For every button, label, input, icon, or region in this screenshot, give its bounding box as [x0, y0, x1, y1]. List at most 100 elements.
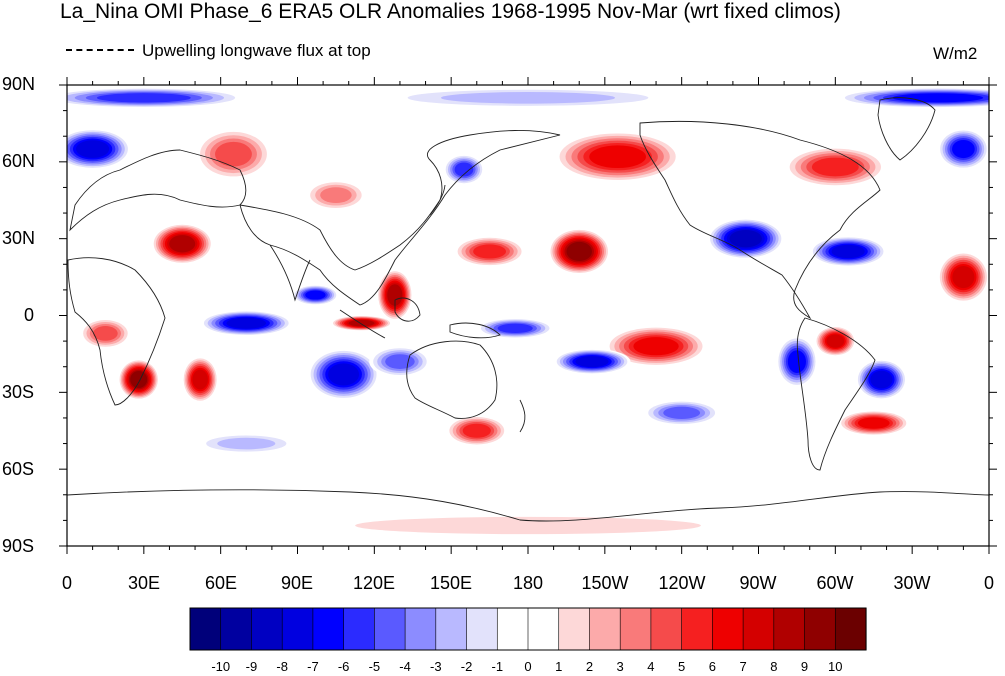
lon-label-60e: 60E — [204, 573, 238, 593]
colorbar-label: -7 — [307, 659, 319, 674]
colorbar-box — [742, 607, 775, 651]
coast-south-america — [796, 317, 876, 471]
lat-label-90n: 90N — [2, 74, 36, 94]
colorbar-label: 0 — [524, 659, 532, 674]
dashed-line-swatch — [66, 48, 134, 51]
anomaly-contour — [305, 290, 326, 300]
colorbar-box — [834, 607, 867, 651]
anomaly-contour — [217, 437, 276, 450]
anomaly-contour — [454, 162, 474, 177]
colorbar-box — [712, 607, 744, 651]
colorbar-label: -3 — [430, 659, 442, 674]
colorbar-box — [281, 607, 314, 651]
anomaly-contour — [589, 145, 646, 169]
anomaly-contour — [355, 516, 701, 535]
legend-label: Upwelling longwave flux at top — [142, 41, 371, 60]
lon-label-0: 0 — [61, 573, 73, 593]
anomaly-contour — [348, 319, 375, 327]
coast-antarctica — [67, 489, 989, 522]
anomaly-contour — [96, 93, 191, 103]
anomaly-contour — [811, 157, 859, 177]
anomaly-contour — [892, 93, 984, 103]
lon-label-90e: 90E — [280, 573, 314, 593]
lon-label-90w: 90W — [739, 573, 777, 593]
colorbar — [189, 607, 867, 651]
coast-new-guinea — [449, 322, 501, 339]
anomaly-contour — [385, 354, 415, 369]
axis-ticks — [59, 77, 997, 554]
coast-greenland — [877, 97, 936, 161]
colorbar-label: -1 — [491, 659, 504, 674]
plot-title: La_Nina OMI Phase_6 ERA5 OLR Anomalies 1… — [60, 0, 841, 23]
anomaly-contour — [387, 284, 403, 306]
colorbar-box — [681, 607, 713, 651]
colorbar-label: 9 — [800, 659, 809, 674]
anomaly-contour — [130, 371, 148, 389]
colorbar-label: -10 — [211, 659, 231, 674]
anomaly-contour — [192, 369, 208, 390]
coast-new-zealand — [519, 399, 526, 433]
lon-label-60w: 60W — [816, 573, 854, 593]
colorbar-label: 7 — [739, 659, 747, 674]
anomaly-contour — [870, 370, 893, 389]
colorbar-box — [220, 607, 253, 651]
colorbar-label: 1 — [555, 659, 563, 674]
colorbar-box — [189, 607, 222, 651]
anomaly-contour — [226, 317, 267, 329]
anomaly-contour — [633, 337, 679, 356]
colorbar-box — [374, 607, 406, 651]
colorbar-box — [558, 607, 591, 651]
colorbar-box — [343, 607, 375, 651]
anomaly-contour — [952, 139, 975, 159]
lon-label-150w: 150W — [581, 573, 629, 593]
colorbar-box — [589, 607, 621, 651]
anomaly-contour — [76, 140, 110, 158]
coast-japan — [429, 184, 446, 216]
colorbar-label: 5 — [678, 659, 686, 674]
colorbar-box — [466, 607, 498, 651]
colorbar-box — [527, 607, 560, 651]
lon-label-0-end: 0 — [983, 573, 995, 593]
coast-australia — [406, 340, 498, 419]
anomaly-contour — [575, 356, 609, 368]
colorbar-label: 2 — [585, 659, 594, 674]
colorbar-label: -2 — [460, 659, 473, 674]
colorbar-box — [619, 607, 652, 651]
colorbar-box — [773, 607, 806, 651]
colorbar-label: 8 — [770, 659, 778, 674]
lon-label-180: 180 — [512, 573, 544, 593]
lon-label-150e: 150E — [429, 573, 473, 593]
colorbar-label: 6 — [708, 659, 716, 674]
colorbar-label: 10 — [828, 659, 843, 674]
contour-legend: Upwelling longwave flux at top — [66, 41, 371, 61]
colorbar-box — [312, 607, 345, 651]
colorbar-label: -6 — [337, 659, 350, 674]
coast-borneo — [394, 297, 421, 322]
lat-label-60n: 60N — [2, 151, 36, 171]
anomaly-contour — [215, 141, 252, 167]
lon-label-120e: 120E — [352, 573, 396, 593]
coast-sumatra — [339, 309, 386, 339]
colorbar-box — [804, 607, 836, 651]
anomaly-contour — [473, 244, 507, 259]
anomaly-contour — [952, 266, 975, 289]
colorbar-label: 4 — [647, 659, 655, 674]
anomaly-contour — [169, 235, 196, 253]
anomaly-contour — [462, 423, 491, 438]
coast-india — [269, 244, 311, 302]
colorbar-label: -9 — [245, 659, 258, 674]
lat-label-90s: 90S — [2, 536, 35, 556]
colorbar-label: -5 — [368, 659, 381, 674]
coast-north-america — [639, 120, 881, 320]
anomaly-contour — [831, 244, 865, 259]
coastlines — [67, 97, 989, 522]
anomaly-contour — [787, 350, 806, 373]
colorbar-label: -8 — [276, 659, 288, 674]
anomaly-contour — [566, 241, 592, 262]
anomaly-contour — [320, 187, 352, 204]
colorbar-box — [435, 607, 468, 651]
colorbar-label: 3 — [616, 659, 624, 674]
anomaly-contour — [93, 326, 118, 341]
coast-europe — [69, 149, 247, 232]
